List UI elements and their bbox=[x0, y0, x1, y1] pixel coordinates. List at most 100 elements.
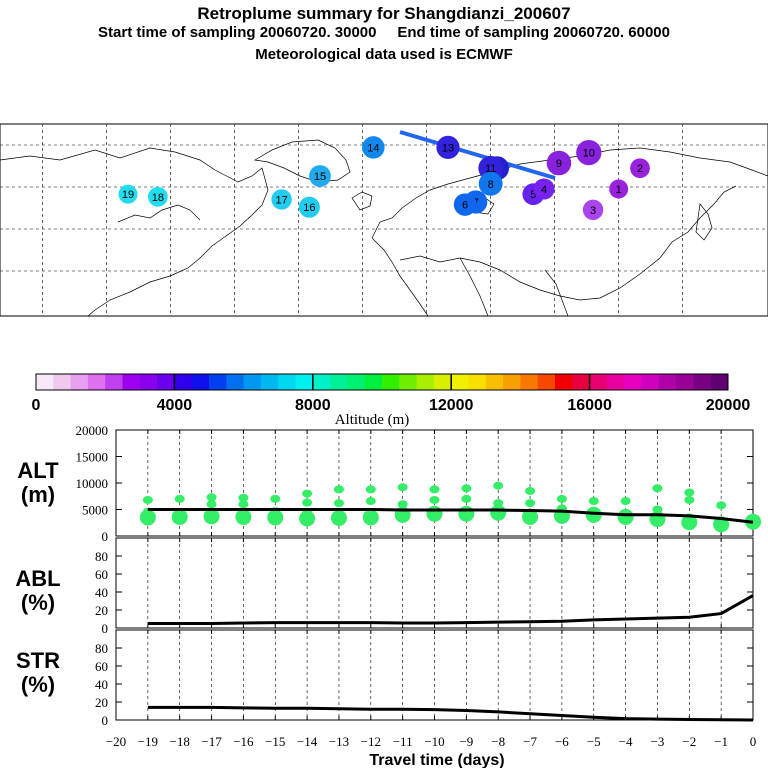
y-tick-label: 0 bbox=[102, 621, 109, 636]
x-tick-label: −20 bbox=[106, 734, 126, 749]
colorbar-cell bbox=[416, 374, 435, 390]
plume-marker bbox=[298, 196, 320, 218]
abl-panel-unit: (%) bbox=[21, 590, 55, 615]
colorbar-cell bbox=[122, 374, 141, 390]
colorbar-frame bbox=[35, 373, 729, 391]
y-tick-label: 0 bbox=[102, 713, 109, 728]
alt-panel: ALT (m) 0 5000 10000 15000 20000 bbox=[17, 423, 761, 544]
altitude-cluster bbox=[142, 495, 153, 504]
colorbar-cell bbox=[347, 374, 366, 390]
colorbar-cell bbox=[260, 374, 279, 390]
plume-marker-label: 11 bbox=[485, 163, 496, 175]
colorbar-tick-label: 20000 bbox=[706, 397, 751, 414]
plume-marker-label: 15 bbox=[314, 171, 326, 183]
colorbar-tick-labels: 0 4000 8000 12000 16000 20000 bbox=[32, 374, 751, 414]
str-panel-label: STR bbox=[16, 648, 60, 673]
altitude-cluster bbox=[490, 504, 507, 521]
altitude-cluster bbox=[302, 489, 313, 498]
altitude-cluster bbox=[238, 500, 249, 509]
coast-greenland bbox=[253, 139, 351, 183]
colorbar-cell bbox=[70, 374, 89, 390]
altitude-cluster bbox=[426, 505, 443, 522]
altitude-cluster bbox=[585, 506, 602, 523]
x-tick-label: −13 bbox=[329, 734, 349, 749]
coast-india bbox=[544, 269, 569, 317]
colorbar-cell bbox=[468, 374, 487, 390]
series-line bbox=[147, 594, 754, 625]
coast-iceland bbox=[351, 191, 373, 211]
colorbar-cell bbox=[364, 374, 383, 390]
altitude-cluster bbox=[620, 497, 631, 506]
colorbar-cell bbox=[537, 374, 556, 390]
coast-eurasia-north bbox=[371, 147, 768, 239]
plume-marker-label: 14 bbox=[367, 142, 379, 154]
altitude-cluster bbox=[684, 495, 695, 504]
altitude-cluster bbox=[302, 498, 313, 507]
time-axis: −20 −19 −18 −17 −16 −15 −14 −13 −12 −11 −10 −9 −8 −7−… bbox=[106, 734, 756, 749]
x-tick-label: −16 bbox=[233, 734, 254, 749]
colorbar-cell bbox=[433, 374, 452, 390]
plume-marker bbox=[362, 136, 385, 159]
altitude-cluster bbox=[330, 509, 347, 526]
altitude-cluster bbox=[397, 483, 408, 492]
altitude-cluster bbox=[333, 499, 344, 508]
colorbar-cell bbox=[606, 374, 625, 390]
y-tick-label: 20000 bbox=[76, 423, 109, 438]
plume-marker-label: 13 bbox=[442, 142, 454, 154]
colorbar-cell bbox=[226, 374, 244, 390]
altitude-cluster bbox=[461, 494, 472, 503]
colorbar-cell bbox=[295, 374, 314, 390]
abl-panel-label: ABL bbox=[15, 566, 60, 591]
start-time: Start time of sampling 20060720. 30000 bbox=[98, 24, 377, 41]
x-tick-label: −8 bbox=[491, 734, 505, 749]
altitude-cluster bbox=[458, 505, 475, 522]
x-tick-label: 0 bbox=[750, 734, 757, 749]
plume-marker-label: 19 bbox=[122, 189, 134, 201]
abl-panel: ABL (%) 0 20 40 60 80 bbox=[15, 537, 754, 636]
altitude-cluster bbox=[684, 488, 695, 497]
x-tick-label: −10 bbox=[424, 734, 444, 749]
x-tick-label: −18 bbox=[170, 734, 190, 749]
str-panel: STR (%) 0 20 40 60 80 bbox=[16, 629, 754, 728]
plume-marker bbox=[576, 139, 602, 166]
colorbar-cells bbox=[36, 374, 729, 390]
map-panel: 19181716151413121110987654321 bbox=[0, 123, 768, 317]
series-line bbox=[147, 705, 754, 722]
colorbar-cell bbox=[399, 374, 417, 390]
coast-red-sea bbox=[459, 257, 489, 317]
plume-marker bbox=[271, 189, 292, 210]
colorbar-label: Altitude (m) bbox=[335, 412, 410, 428]
plume-marker bbox=[546, 150, 572, 176]
altitude-cluster bbox=[203, 508, 220, 525]
y-tick-label: 40 bbox=[95, 677, 108, 692]
colorbar-cell bbox=[451, 374, 469, 390]
x-tick-label: −2 bbox=[682, 734, 696, 749]
altitude-cluster bbox=[429, 485, 440, 494]
colorbar-cell bbox=[710, 374, 729, 390]
colorbar-cell bbox=[589, 374, 608, 390]
str-panel-unit: (%) bbox=[21, 672, 55, 697]
y-tick-label: 15000 bbox=[76, 450, 109, 465]
y-tick-label: 10000 bbox=[76, 476, 109, 491]
met-data-label: Meteorological data used is ECMWF bbox=[255, 46, 513, 63]
y-tick-label: 20 bbox=[95, 603, 108, 618]
colorbar-cell bbox=[555, 374, 573, 390]
altitude-cluster bbox=[299, 510, 316, 527]
plume-marker bbox=[436, 135, 460, 159]
plume-marker-label: 17 bbox=[275, 194, 287, 206]
x-tick-label: −15 bbox=[265, 734, 285, 749]
plume-marker-label: 2 bbox=[637, 163, 643, 175]
colorbar-cell bbox=[624, 374, 642, 390]
altitude-cluster bbox=[525, 499, 536, 508]
altitude-cluster bbox=[267, 509, 284, 526]
x-tick-label: −7 bbox=[523, 734, 537, 749]
plume-marker-label: 10 bbox=[583, 148, 595, 160]
plume-marker bbox=[309, 165, 331, 187]
altitude-cluster bbox=[556, 494, 567, 503]
coast-north-america bbox=[0, 147, 269, 317]
plume-marker bbox=[630, 158, 650, 179]
y-tick-label: 60 bbox=[95, 567, 108, 582]
x-tick-label: −6 bbox=[555, 734, 569, 749]
x-tick-label: −5 bbox=[587, 734, 601, 749]
x-axis-label: Travel time (days) bbox=[369, 752, 504, 768]
